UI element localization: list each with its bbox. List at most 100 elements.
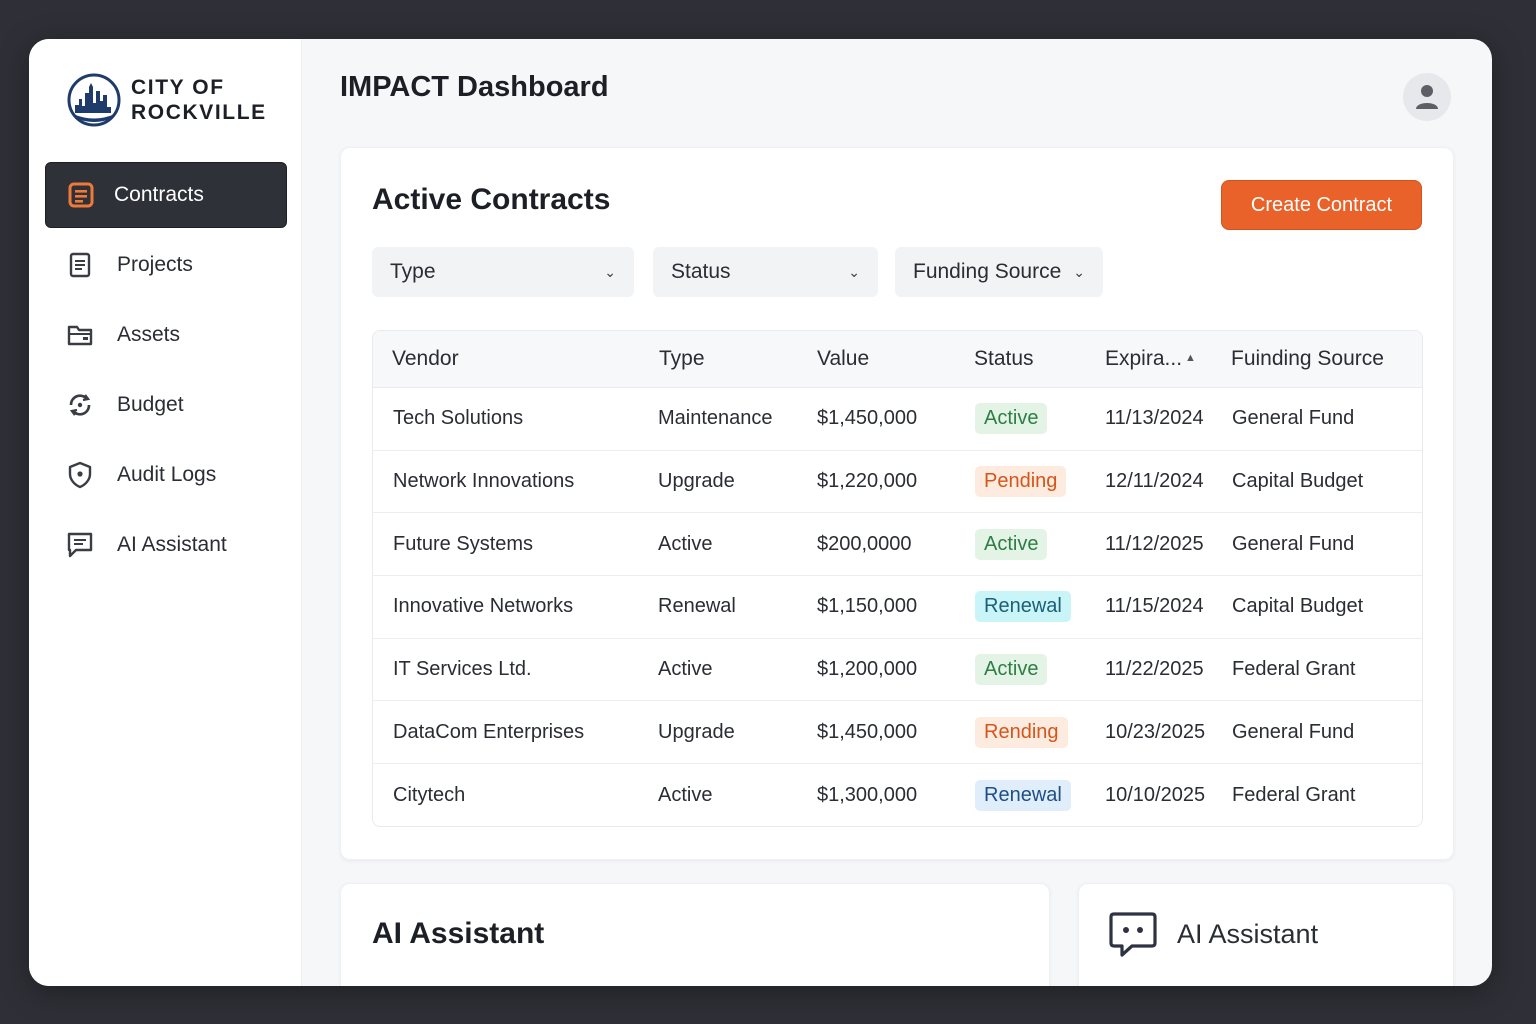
funding-source-filter-dropdown[interactable]: Funding Source ⌄ bbox=[895, 247, 1103, 297]
type-cell: Upgrade bbox=[658, 470, 735, 493]
sidebar-nav: Contracts Projects Assets Budget bbox=[45, 162, 287, 582]
brand-line-1: CITY OF bbox=[131, 76, 225, 99]
vendor-cell: DataCom Enterprises bbox=[393, 720, 585, 743]
type-cell: Active bbox=[658, 532, 713, 555]
table-row[interactable]: Network Innovations Upgrade $1,220,000 Pend… bbox=[373, 451, 1422, 514]
sidebar-item-label: Budget bbox=[117, 393, 184, 416]
shield-icon bbox=[65, 460, 95, 490]
sidebar-item-assets[interactable]: Assets bbox=[45, 302, 287, 368]
expiration-cell: 10/23/2025 bbox=[1105, 720, 1206, 743]
panel-title: AI Assistant bbox=[372, 917, 545, 950]
table-row[interactable]: Citytech Active $1,300,000 Renewal 10/10/202… bbox=[373, 764, 1422, 826]
sidebar-item-label: Assets bbox=[117, 323, 181, 346]
type-filter-dropdown[interactable]: Type ⌄ bbox=[372, 247, 634, 297]
value-cell: $1,150,000 bbox=[817, 595, 918, 618]
value-cell: $1,300,000 bbox=[817, 783, 918, 806]
filter-label: Funding Source bbox=[913, 260, 1062, 283]
main-content: IMPACT Dashboard Active Contracts Create… bbox=[302, 39, 1492, 986]
funding-source-cell: General Fund bbox=[1232, 720, 1355, 743]
type-cell: Upgrade bbox=[658, 720, 735, 743]
sidebar-item-audit-logs[interactable]: Audit Logs bbox=[45, 442, 287, 508]
status-filter-dropdown[interactable]: Status ⌄ bbox=[653, 247, 878, 297]
column-header-status[interactable]: Status bbox=[974, 347, 1034, 370]
column-header-vendor[interactable]: Vendor bbox=[392, 347, 459, 370]
chevron-down-icon: ⌄ bbox=[848, 263, 860, 280]
funding-source-cell: Capital Budget bbox=[1232, 470, 1364, 493]
ai-assistant-widget[interactable]: AI Assistant bbox=[1078, 883, 1454, 986]
table-row[interactable]: DataCom Enterprises Upgrade $1,450,000 Rend… bbox=[373, 701, 1422, 765]
column-header-funding-source[interactable]: Fuinding Source bbox=[1231, 347, 1384, 370]
sidebar-item-budget[interactable]: Budget bbox=[45, 372, 287, 438]
sidebar-item-projects[interactable]: Projects bbox=[45, 232, 287, 298]
chat-bubble-icon bbox=[1109, 912, 1157, 957]
city-skyline-seal-icon bbox=[67, 73, 121, 127]
status-badge: Active bbox=[975, 654, 1048, 686]
sidebar-item-label: Contracts bbox=[114, 183, 204, 206]
status-badge: Renewal bbox=[975, 779, 1071, 811]
expiration-cell: 10/10/2025 bbox=[1105, 783, 1206, 806]
funding-source-cell: General Fund bbox=[1232, 407, 1355, 430]
chat-icon bbox=[65, 530, 95, 560]
type-cell: Renewal bbox=[658, 595, 736, 618]
document-icon bbox=[65, 250, 95, 280]
vendor-cell: Future Systems bbox=[393, 532, 534, 555]
type-cell: Active bbox=[658, 783, 713, 806]
chevron-down-icon: ⌄ bbox=[1073, 263, 1085, 280]
vendor-cell: Tech Solutions bbox=[393, 407, 524, 430]
column-header-value[interactable]: Value bbox=[817, 347, 870, 370]
table-row[interactable]: IT Services Ltd. Active $1,200,000 Active 11… bbox=[373, 639, 1422, 702]
funding-source-cell: Federal Grant bbox=[1232, 658, 1356, 681]
avatar[interactable] bbox=[1403, 73, 1451, 121]
column-header-label: Expira... bbox=[1105, 347, 1183, 370]
folder-icon bbox=[65, 320, 95, 350]
type-cell: Active bbox=[658, 658, 713, 681]
type-cell: Maintenance bbox=[658, 407, 773, 430]
expiration-cell: 11/22/2025 bbox=[1105, 658, 1204, 681]
table-row[interactable]: Innovative Networks Renewal $1,150,000 Rene… bbox=[373, 576, 1422, 639]
sidebar-item-contracts[interactable]: Contracts bbox=[45, 162, 287, 228]
active-contracts-card: Active Contracts Create Contract Type ⌄ … bbox=[340, 147, 1454, 860]
refresh-cycle-icon bbox=[65, 390, 95, 420]
expiration-cell: 12/11/2024 bbox=[1105, 470, 1204, 493]
vendor-cell: Network Innovations bbox=[393, 470, 575, 493]
filter-label: Type bbox=[390, 260, 436, 283]
create-contract-button[interactable]: Create Contract bbox=[1221, 180, 1422, 230]
chevron-down-icon: ⌄ bbox=[604, 263, 616, 280]
card-title: Active Contracts bbox=[372, 183, 611, 216]
expiration-cell: 11/12/2025 bbox=[1105, 532, 1204, 555]
value-cell: $1,200,000 bbox=[817, 658, 918, 681]
filter-label: Status bbox=[671, 260, 731, 283]
table-row[interactable]: Tech Solutions Maintenance $1,450,000 Activ… bbox=[373, 388, 1422, 451]
status-badge: Pending bbox=[975, 466, 1067, 498]
expiration-cell: 11/13/2024 bbox=[1105, 407, 1204, 430]
funding-source-cell: Capital Budget bbox=[1232, 595, 1364, 618]
table-row[interactable]: Future Systems Active $200,0000 Active 11/12… bbox=[373, 513, 1422, 577]
expiration-cell: 11/15/2024 bbox=[1105, 595, 1204, 618]
sort-ascending-icon: ▲ bbox=[1185, 352, 1196, 364]
contract-icon bbox=[66, 180, 96, 210]
column-header-expiration[interactable]: Expira... ▲ bbox=[1105, 347, 1196, 371]
user-icon bbox=[1416, 85, 1438, 109]
contracts-table: Vendor Type Value Status Expira... ▲ Fuin… bbox=[372, 330, 1423, 827]
sidebar-item-ai-assistant[interactable]: AI Assistant bbox=[45, 512, 287, 578]
sidebar-item-label: Audit Logs bbox=[117, 463, 217, 486]
value-cell: $1,450,000 bbox=[817, 407, 918, 430]
value-cell: $200,0000 bbox=[817, 532, 912, 555]
value-cell: $1,450,000 bbox=[817, 720, 918, 743]
brand-line-2: ROCKVILLE bbox=[131, 101, 267, 124]
funding-source-cell: General Fund bbox=[1232, 532, 1355, 555]
value-cell: $1,220,000 bbox=[817, 470, 918, 493]
status-badge: Renewal bbox=[975, 591, 1071, 623]
brand[interactable]: CITY OF ROCKVILLE bbox=[67, 73, 267, 127]
table-header: Vendor Type Value Status Expira... ▲ Fuin… bbox=[373, 331, 1422, 388]
sidebar-item-label: Projects bbox=[117, 253, 193, 276]
column-header-type[interactable]: Type bbox=[659, 347, 705, 370]
page-title: IMPACT Dashboard bbox=[340, 71, 609, 103]
vendor-cell: Citytech bbox=[393, 783, 466, 806]
vendor-cell: Innovative Networks bbox=[393, 595, 574, 618]
ai-assistant-panel: AI Assistant bbox=[340, 883, 1050, 986]
widget-label: AI Assistant bbox=[1177, 919, 1319, 949]
status-badge: Rending bbox=[975, 716, 1068, 748]
app-window: CITY OF ROCKVILLE Contracts Projects bbox=[29, 39, 1492, 986]
table-body: Tech Solutions Maintenance $1,450,000 Activ… bbox=[373, 388, 1422, 826]
